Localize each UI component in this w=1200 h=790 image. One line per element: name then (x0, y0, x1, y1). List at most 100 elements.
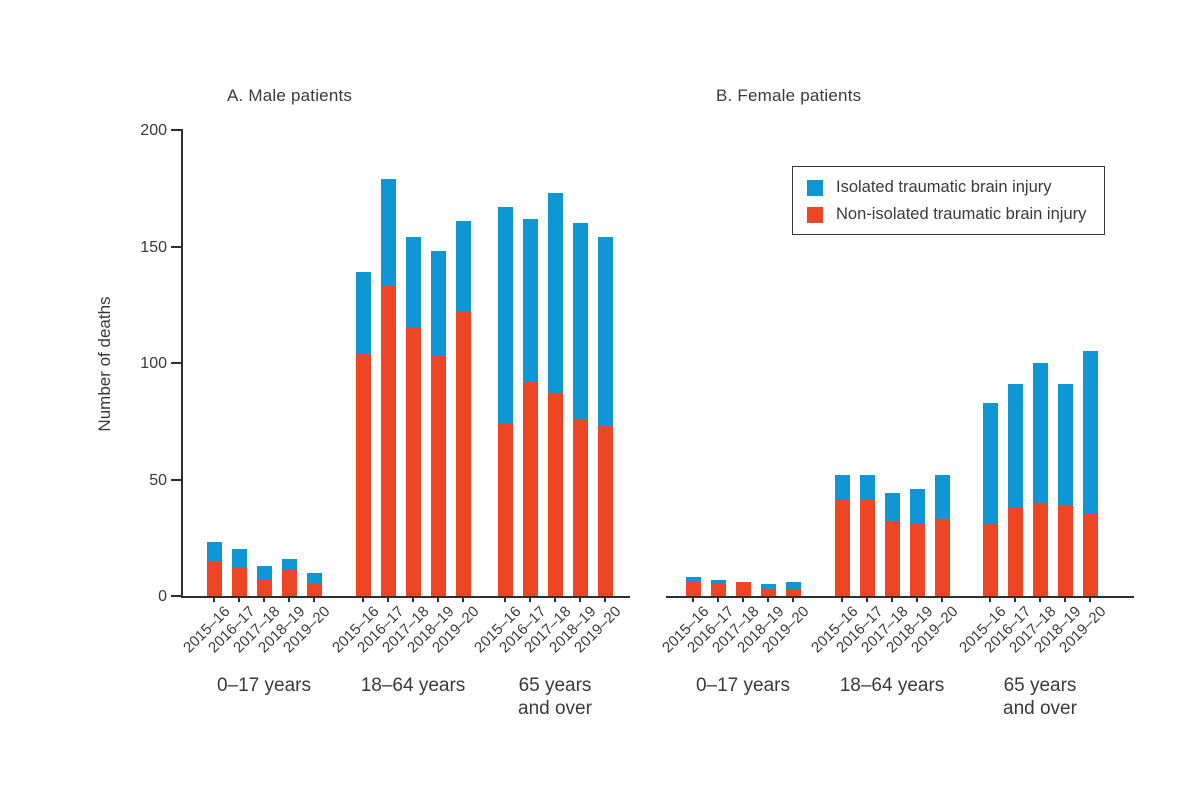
y-tick-mark (171, 595, 181, 597)
legend-item-non-isolated: Non-isolated traumatic brain injury (807, 205, 1086, 224)
bar-segment-non-isolated (281, 570, 297, 596)
x-tick-mark (362, 597, 364, 602)
x-tick-mark (462, 597, 464, 602)
x-tick-mark (891, 597, 893, 602)
bar-segment-non-isolated (206, 561, 222, 596)
panel-b-title: B. Female patients (716, 86, 862, 105)
bar-segment-non-isolated (306, 584, 322, 596)
x-tick-mark (989, 597, 991, 602)
bar-segment-isolated (785, 582, 801, 589)
bar-segment-isolated (497, 206, 513, 424)
bar-segment-isolated (547, 192, 563, 394)
x-tick-mark (529, 597, 531, 602)
bar-segment-non-isolated (982, 523, 998, 596)
x-tick-mark (412, 597, 414, 602)
age-group-label: 65 years and over (1003, 675, 1077, 719)
bar-segment-isolated (760, 584, 776, 589)
x-tick-mark (792, 597, 794, 602)
bar-segment-isolated (685, 577, 701, 583)
bar-segment-non-isolated (884, 521, 900, 596)
y-tick-label: 200 (140, 122, 167, 139)
y-tick-label: 150 (140, 238, 167, 256)
non-isolated-color-swatch (807, 206, 823, 223)
y-tick-mark (171, 362, 181, 364)
legend-label-isolated: Isolated traumatic brain injury (836, 178, 1052, 196)
x-tick-mark (841, 597, 843, 602)
x-tick-mark (604, 597, 606, 602)
bar-segment-isolated (572, 223, 588, 419)
y-tick-mark (171, 245, 181, 248)
x-tick-mark (1089, 597, 1091, 602)
bar-segment-isolated (597, 237, 613, 426)
y-tick-label: 100 (140, 355, 167, 372)
bar-segment-isolated (430, 251, 446, 356)
bar-segment-non-isolated (380, 286, 396, 596)
x-tick-mark (313, 597, 315, 602)
bar-segment-non-isolated (934, 519, 950, 596)
age-group-label: 65 years and over (518, 675, 592, 719)
bar-segment-isolated (859, 474, 875, 501)
x-tick-mark (717, 597, 719, 602)
bar-segment-isolated (1082, 351, 1098, 515)
bar-segment-non-isolated (760, 589, 776, 596)
bar-segment-non-isolated (547, 393, 563, 596)
bar-segment-non-isolated (522, 381, 538, 596)
x-tick-mark (767, 597, 769, 602)
x-tick-mark (263, 597, 265, 602)
x-axis-line (666, 595, 1134, 598)
bar-segment-isolated (710, 579, 726, 585)
x-tick-mark (692, 597, 694, 602)
x-tick-mark (288, 597, 290, 602)
bar-segment-non-isolated (1007, 507, 1023, 596)
bar-segment-non-isolated (1057, 505, 1073, 596)
bar-segment-isolated (380, 178, 396, 287)
bar-segment-isolated (1057, 383, 1073, 506)
bar-segment-isolated (306, 572, 322, 585)
age-group-label: 0–17 years (695, 675, 790, 696)
bar-segment-non-isolated (859, 500, 875, 596)
bar-segment-non-isolated (497, 423, 513, 596)
x-tick-mark (1014, 597, 1016, 602)
panel-a-title: A. Male patients (227, 86, 353, 105)
bar-segment-isolated (281, 558, 297, 571)
bar-segment-non-isolated (909, 523, 925, 596)
x-tick-mark (437, 597, 439, 602)
x-tick-mark (742, 597, 744, 602)
bar-segment-isolated (884, 493, 900, 522)
x-tick-mark (554, 597, 556, 602)
bar-segment-non-isolated (572, 418, 588, 596)
legend-label-non-isolated: Non-isolated traumatic brain injury (836, 205, 1087, 223)
isolated-color-swatch (807, 179, 823, 196)
bar-segment-non-isolated (231, 568, 247, 596)
age-group-label: 18–64 years (360, 675, 466, 696)
legend-item-isolated: Isolated traumatic brain injury (807, 178, 1052, 197)
x-tick-mark (1064, 597, 1066, 602)
bar-segment-non-isolated (785, 589, 801, 596)
bar-segment-non-isolated (685, 582, 701, 596)
bar-segment-isolated (934, 474, 950, 520)
legend: Isolated traumatic brain injury Non-isol… (792, 166, 1105, 235)
bar-segment-non-isolated (1032, 502, 1048, 596)
bar-segment-non-isolated (597, 425, 613, 596)
bar-segment-non-isolated (405, 328, 421, 596)
x-tick-mark (504, 597, 506, 602)
bar-segment-non-isolated (710, 584, 726, 596)
bar-segment-non-isolated (1082, 514, 1098, 596)
bar-segment-non-isolated (834, 500, 850, 596)
x-tick-mark (387, 597, 389, 602)
y-tick-label: 50 (149, 471, 167, 489)
bar-segment-isolated (231, 549, 247, 569)
y-tick-label: 0 (158, 588, 167, 605)
bar-segment-non-isolated (256, 579, 272, 596)
bar-segment-non-isolated (355, 353, 371, 596)
bar-segment-non-isolated (735, 582, 751, 596)
x-tick-mark (238, 597, 240, 602)
y-axis-label: Number of deaths (95, 296, 114, 432)
x-tick-mark (1039, 597, 1041, 602)
bar-segment-isolated (355, 272, 371, 354)
x-tick-mark (916, 597, 918, 602)
bar-segment-isolated (405, 237, 421, 329)
x-axis-line (181, 595, 630, 598)
bar-segment-isolated (909, 488, 925, 524)
